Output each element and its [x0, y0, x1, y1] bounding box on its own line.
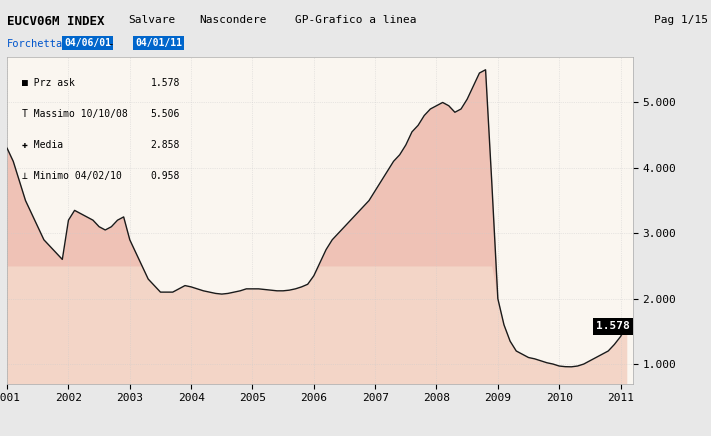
Text: Forchetta: Forchetta [7, 39, 63, 49]
Text: 1.578: 1.578 [596, 321, 630, 331]
Text: Pag 1/15: Pag 1/15 [654, 15, 708, 25]
Text: EUCV06M INDEX: EUCV06M INDEX [7, 15, 105, 27]
Text: -: - [107, 39, 113, 49]
Text: 04/06/01: 04/06/01 [64, 37, 111, 48]
Text: GP-Grafico a linea: GP-Grafico a linea [295, 15, 416, 25]
Text: Salvare: Salvare [128, 15, 175, 25]
Text: Nascondere: Nascondere [199, 15, 267, 25]
Text: 04/01/11: 04/01/11 [135, 37, 182, 48]
